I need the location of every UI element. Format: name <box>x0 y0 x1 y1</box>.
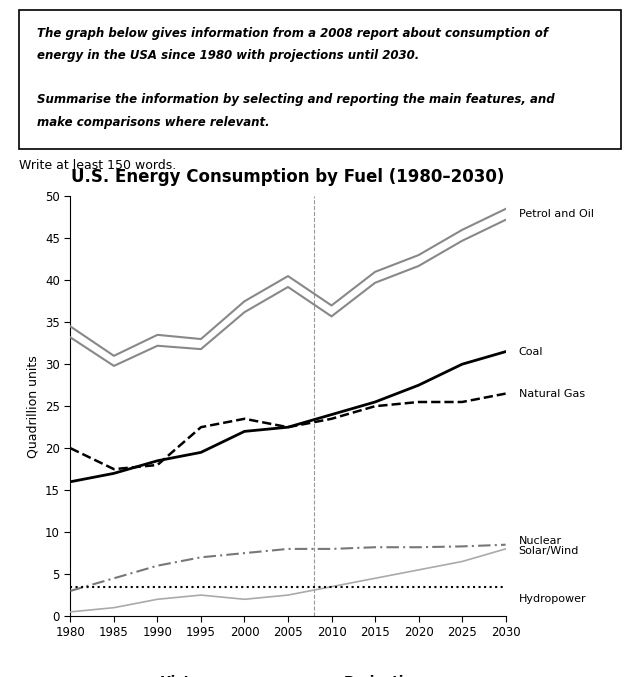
Text: make comparisons where relevant.: make comparisons where relevant. <box>37 116 270 129</box>
Text: Natural Gas: Natural Gas <box>518 389 585 399</box>
Text: The graph below gives information from a 2008 report about consumption of: The graph below gives information from a… <box>37 27 548 40</box>
Text: Coal: Coal <box>518 347 543 357</box>
Text: Solar/Wind: Solar/Wind <box>518 546 579 556</box>
Text: Projections: Projections <box>344 675 432 677</box>
Text: History: History <box>159 675 216 677</box>
Y-axis label: Quadrillion units: Quadrillion units <box>26 355 40 458</box>
Text: Summarise the information by selecting and reporting the main features, and: Summarise the information by selecting a… <box>37 93 555 106</box>
Text: Petrol and Oil: Petrol and Oil <box>518 209 594 219</box>
Text: Nuclear: Nuclear <box>518 536 562 546</box>
Text: Write at least 150 words.: Write at least 150 words. <box>19 159 177 172</box>
FancyBboxPatch shape <box>19 10 621 149</box>
Text: Hydropower: Hydropower <box>518 594 586 605</box>
Title: U.S. Energy Consumption by Fuel (1980–2030): U.S. Energy Consumption by Fuel (1980–20… <box>71 169 505 186</box>
Text: energy in the USA since 1980 with projections until 2030.: energy in the USA since 1980 with projec… <box>37 49 419 62</box>
